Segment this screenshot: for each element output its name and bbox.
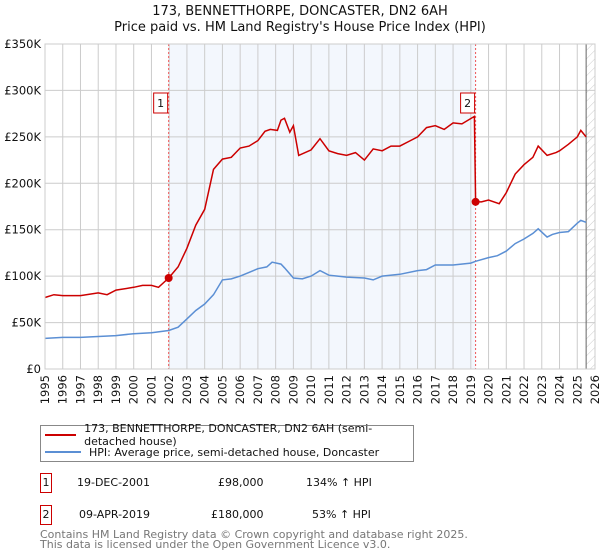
x-tick-label: 2025 <box>570 375 584 404</box>
y-tick-label: £150K <box>4 223 41 237</box>
transaction-badge: 1 <box>40 473 52 493</box>
series-line <box>44 115 587 299</box>
legend: 173, BENNETTHORPE, DONCASTER, DN2 6AH (s… <box>40 422 414 462</box>
footer-line: This data is licensed under the Open Gov… <box>40 538 391 551</box>
legend-swatch-red <box>45 434 77 436</box>
y-tick-label: £300K <box>4 83 41 97</box>
x-tick-label: 1995 <box>38 375 52 404</box>
x-tick-label: 2023 <box>535 375 549 404</box>
y-tick-label: £200K <box>4 176 41 190</box>
x-tick-label: 2000 <box>127 375 141 404</box>
chart-subtitle: Price paid vs. HM Land Registry's House … <box>114 20 486 35</box>
x-tick-label: 2026 <box>588 375 600 404</box>
x-tick-label: 1997 <box>73 375 87 404</box>
x-tick-label: 2003 <box>180 375 194 404</box>
sale-point <box>164 274 173 282</box>
y-tick-label: £250K <box>4 130 41 144</box>
x-tick-label: 2001 <box>144 375 158 404</box>
x-tick-label: 2008 <box>269 375 283 404</box>
transaction-date: 19-DEC-2001 <box>77 476 151 489</box>
x-tick-label: 2021 <box>499 375 513 404</box>
legend-item-property: 173, BENNETTHORPE, DONCASTER, DN2 6AH (s… <box>45 422 413 448</box>
chart-title: 173, BENNETTHORPE, DONCASTER, DN2 6AH <box>152 4 448 19</box>
x-tick-label: 2011 <box>322 375 336 404</box>
x-tick-label: 2019 <box>464 375 478 404</box>
footer: Contains HM Land Registry data © Crown c… <box>40 528 468 551</box>
x-tick-label: 2010 <box>304 375 318 404</box>
shaded-period <box>168 44 476 369</box>
transaction-hpi: 134% ↑ HPI <box>306 476 372 489</box>
y-tick-label: £0 <box>26 362 41 376</box>
annotation-box <box>460 92 476 114</box>
transaction-price: £98,000 <box>218 476 264 489</box>
x-tick-label: 2022 <box>517 375 531 404</box>
transaction-hpi: 53% ↑ HPI <box>312 508 371 521</box>
future-hatch <box>586 44 595 369</box>
x-tick-label: 1998 <box>91 375 105 404</box>
x-tick-label: 2009 <box>286 375 300 404</box>
x-tick-label: 2015 <box>393 375 407 404</box>
x-tick-label: 2014 <box>375 375 389 404</box>
y-tick-label: £100K <box>4 269 41 283</box>
x-tick-label: 2013 <box>357 375 371 404</box>
plot-area: 1995 1996 1997 1998 1999 2000 2001 2002 2003 2004… <box>4 37 600 404</box>
footer-line: Contains HM Land Registry data © Crown c… <box>40 528 468 541</box>
x-tick-label: 2017 <box>428 375 442 404</box>
series-line <box>44 219 587 340</box>
x-tick-label: 2020 <box>482 375 496 404</box>
transaction-date: 09-APR-2019 <box>79 508 151 521</box>
legend-label: 173, BENNETTHORPE, DONCASTER, DN2 6AH (s… <box>84 422 373 448</box>
plot-border <box>44 43 596 370</box>
legend-swatch-blue <box>45 451 81 453</box>
x-tick-label: 2018 <box>446 375 460 404</box>
x-tick-label: 2024 <box>553 375 567 404</box>
transaction-badge: 2 <box>40 505 52 525</box>
x-tick-label: 2012 <box>340 375 354 404</box>
x-tick-label: 2016 <box>411 375 425 404</box>
annotation-box <box>153 92 169 114</box>
x-tick-label: 1996 <box>56 375 70 404</box>
x-tick-label: 1999 <box>109 375 123 404</box>
y-tick-label: £50K <box>12 316 42 330</box>
x-tick-label: 2006 <box>233 375 247 404</box>
x-tick-label: 2002 <box>162 375 176 404</box>
legend-item-hpi: HPI: Average price, semi-detached house,… <box>45 444 379 460</box>
transaction-price: £180,000 <box>211 508 264 521</box>
x-tick-label: 2004 <box>198 375 212 404</box>
legend-label: HPI: Average price, semi-detached house,… <box>89 445 380 459</box>
sale-point <box>471 197 480 206</box>
x-tick-label: 2007 <box>251 375 265 404</box>
annotation-label: 1 <box>157 97 164 110</box>
y-tick-label: £350K <box>4 37 41 51</box>
annotation-label: 2 <box>464 97 471 110</box>
x-tick-label: 2005 <box>215 375 229 404</box>
